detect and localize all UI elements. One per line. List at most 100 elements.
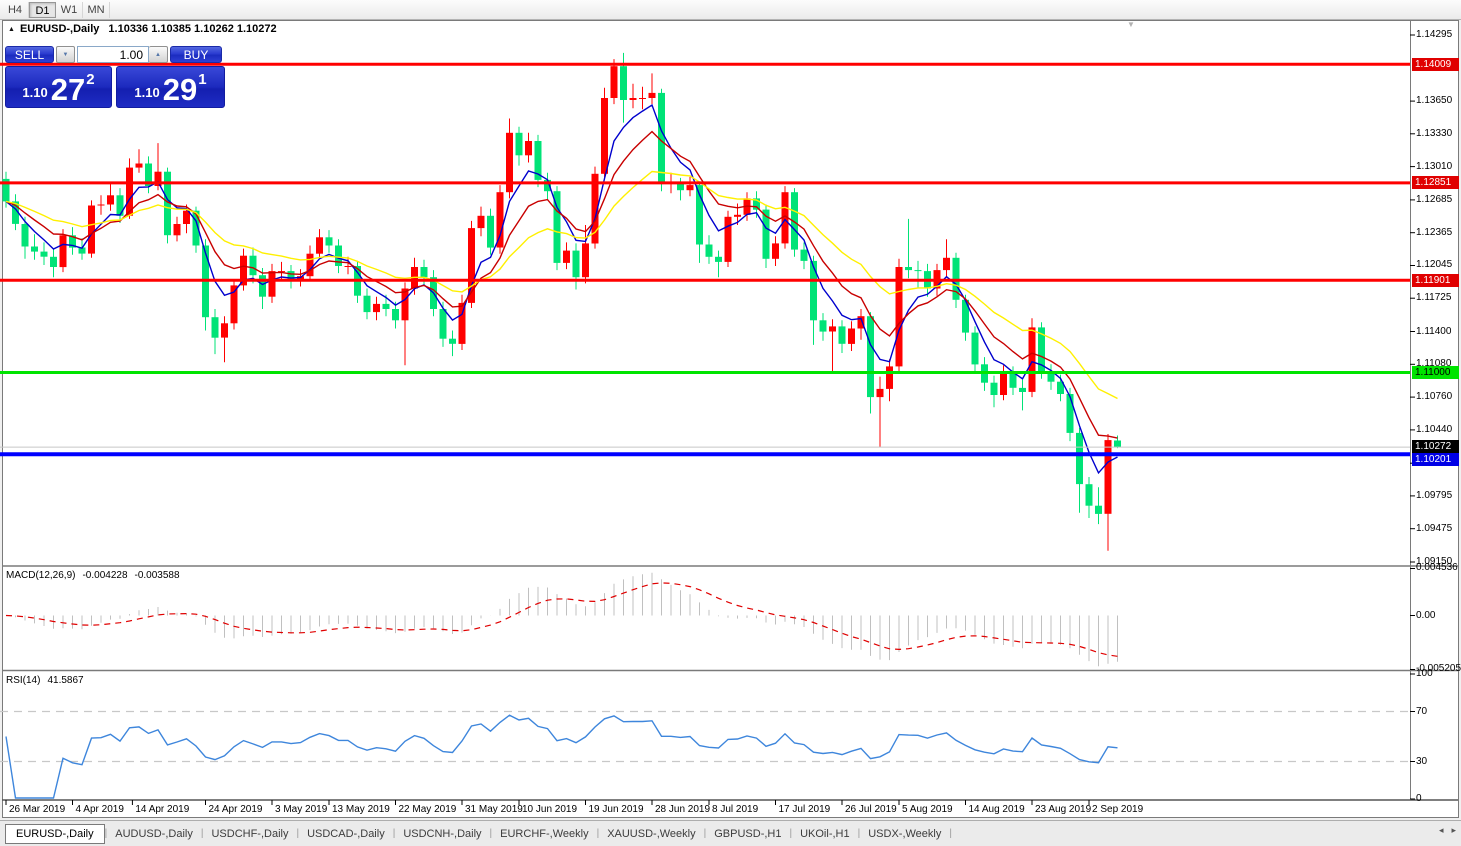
price-axis-label: 1.14295 <box>1416 29 1453 40</box>
date-axis-label: 3 May 2019 <box>275 804 328 815</box>
date-axis-label: 10 Jun 2019 <box>522 804 578 815</box>
price-axis-label: 1.12365 <box>1416 226 1453 238</box>
chart-tab-bar: EURUSD-,Daily | AUDUSD-,Daily | USDCHF-,Dail… <box>0 820 1461 846</box>
tab-separator: | <box>104 828 108 839</box>
timeframe-button-d1[interactable]: D1 <box>29 1 56 18</box>
ma-21-line <box>5 170 1118 400</box>
price-axis-label: 1.11400 <box>1416 325 1452 337</box>
chart-symbol-period: EURUSD-,Daily <box>19 23 100 35</box>
sell-price-big: 27 <box>50 72 86 107</box>
spinner-down-icon: ▼ <box>62 51 69 58</box>
price-axis-label: 1.11080 <box>1416 358 1452 370</box>
chart-window[interactable] <box>2 20 1459 818</box>
chart-tab-eurusd-daily[interactable]: EURUSD-,Daily <box>5 823 105 844</box>
macd-signal-line <box>5 582 1118 657</box>
chart-tab-usdchf-daily[interactable]: USDCHF-,Daily <box>211 827 289 840</box>
tab-separator: | <box>489 828 493 839</box>
ma-5-line <box>5 103 1118 475</box>
chart-tab-xauusd-weekly[interactable]: XAUUSD-,Weekly <box>607 827 696 840</box>
date-axis-label: 2 Sep 2019 <box>1092 804 1144 815</box>
buy-price-sup: 1 <box>198 71 207 88</box>
macd-axis-label: 0.004536 <box>1416 562 1458 574</box>
rsi-axis-label: 100 <box>1416 668 1433 679</box>
date-axis-label: 28 Jun 2019 <box>655 804 711 815</box>
hline-price-badge: 1.12851 <box>1412 176 1459 190</box>
date-axis-label: 26 Jul 2019 <box>845 804 897 815</box>
one-click-panel-toggle-icon[interactable]: ▲ <box>8 26 15 33</box>
macd-axis-label: -0.005205 <box>1416 663 1461 675</box>
macd-signal-value: -0.003588 <box>134 570 180 581</box>
date-axis-label: 23 Aug 2019 <box>1035 804 1092 815</box>
date-axis-label: 14 Apr 2019 <box>135 804 190 815</box>
tab-scroll-buttons: ◂ ▸ <box>1439 825 1456 836</box>
one-click-price-row: 1.10 27 2 1.10 29 1 <box>5 66 225 108</box>
tab-scroll-right-icon[interactable]: ▸ <box>1451 825 1456 835</box>
price-axis-label: 1.13330 <box>1416 127 1453 139</box>
tab-separator: | <box>789 828 793 839</box>
price-axis-label: 1.09150 <box>1416 556 1453 567</box>
macd-axis-label: 0.00 <box>1416 609 1436 621</box>
date-axis-label: 26 Mar 2019 <box>9 804 66 815</box>
chart-shift-marker-icon[interactable]: ▼ <box>1127 20 1135 29</box>
macd-label: MACD(12,26,9) -0.004228 -0.003588 <box>6 570 187 581</box>
chart-tab-audusd-daily[interactable]: AUDUSD-,Daily <box>115 827 193 840</box>
price-axis-label: 1.12045 <box>1416 259 1453 271</box>
one-click-trading-panel: SELL ▼ ▲ BUY 1.10 27 2 1.10 29 1 <box>5 46 225 108</box>
date-axis-label: 19 Jun 2019 <box>588 804 644 815</box>
chart-title: ▲ EURUSD-,Daily 1.10336 1.10385 1.10262 1.… <box>8 23 277 35</box>
buy-button[interactable]: BUY <box>170 46 222 63</box>
timeframe-button-h4[interactable]: H4 <box>2 1 29 18</box>
buy-price-big: 29 <box>162 72 198 107</box>
tab-separator: | <box>596 828 600 839</box>
hline-price-badge: 1.10201 <box>1412 452 1459 466</box>
tab-separator: | <box>703 828 707 839</box>
tab-scroll-left-icon[interactable]: ◂ <box>1438 825 1444 835</box>
date-axis-label: 24 Apr 2019 <box>208 804 263 815</box>
date-axis-label: 31 May 2019 <box>465 804 523 815</box>
rsi-line <box>5 714 1118 799</box>
tab-separator: | <box>857 828 861 839</box>
volume-decrease-button[interactable]: ▼ <box>56 46 75 63</box>
sell-price-sup: 2 <box>86 71 95 88</box>
macd-pane-separator[interactable] <box>0 565 1459 569</box>
timeframe-button-mn[interactable]: MN <box>83 1 110 18</box>
rsi-value: 41.5867 <box>47 675 84 686</box>
sell-price-box[interactable]: 1.10 27 2 <box>5 66 112 108</box>
date-axis-label: 22 May 2019 <box>398 804 457 815</box>
timeframe-button-w1[interactable]: W1 <box>56 1 83 18</box>
date-axis-label: 8 Jul 2019 <box>712 804 759 815</box>
price-axis-label: 1.10440 <box>1416 423 1453 435</box>
date-axis-label: 17 Jul 2019 <box>778 804 831 815</box>
one-click-top-row: SELL ▼ ▲ BUY <box>5 46 225 63</box>
sell-button[interactable]: SELL <box>5 46 54 63</box>
rsi-axis-label: 0 <box>1416 793 1422 804</box>
chart-tab-eurchf-weekly[interactable]: EURCHF-,Weekly <box>500 827 589 840</box>
price-axis-label: 1.12685 <box>1416 193 1453 205</box>
buy-price-box[interactable]: 1.10 29 1 <box>116 66 225 108</box>
rsi-name: RSI(14) <box>6 675 41 686</box>
bid-price-badge: 1.10272 <box>1412 439 1459 453</box>
rsi-pane-separator[interactable] <box>0 669 1459 673</box>
candles-layer[interactable] <box>2 52 1122 551</box>
chart-tab-gbpusd-h1[interactable]: GBPUSD-,H1 <box>714 827 782 840</box>
spinner-up-icon: ▲ <box>155 51 161 58</box>
sell-price-base: 1.10 <box>22 85 48 100</box>
timeframe-button-group: H4 D1 W1 MN <box>2 0 110 19</box>
price-axis-label: 1.13650 <box>1416 95 1453 107</box>
rsi-axis-label: 30 <box>1416 755 1428 767</box>
macd-pane <box>5 572 1118 667</box>
chart-tab-usdcad-daily[interactable]: USDCAD-,Daily <box>307 827 385 840</box>
volume-input[interactable] <box>77 46 149 63</box>
chart-tab-usdcnh-daily[interactable]: USDCNH-,Daily <box>403 827 482 840</box>
chart-tab-ukoil-h1[interactable]: UKOil-,H1 <box>800 827 850 840</box>
chart-ohlc-values: 1.10336 1.10385 1.10262 1.10272 <box>108 23 277 35</box>
hline-price-badge: 1.11901 <box>1412 273 1459 287</box>
price-axis-label: 1.09475 <box>1416 522 1453 534</box>
hline-price-badge: 1.11000 <box>1412 366 1459 379</box>
chart-tab-usdx-weekly[interactable]: USDX-,Weekly <box>868 827 942 840</box>
volume-increase-button[interactable]: ▲ <box>149 46 168 63</box>
date-axis-label: 4 Apr 2019 <box>75 804 124 815</box>
price-axis-label: 1.10760 <box>1416 391 1453 403</box>
